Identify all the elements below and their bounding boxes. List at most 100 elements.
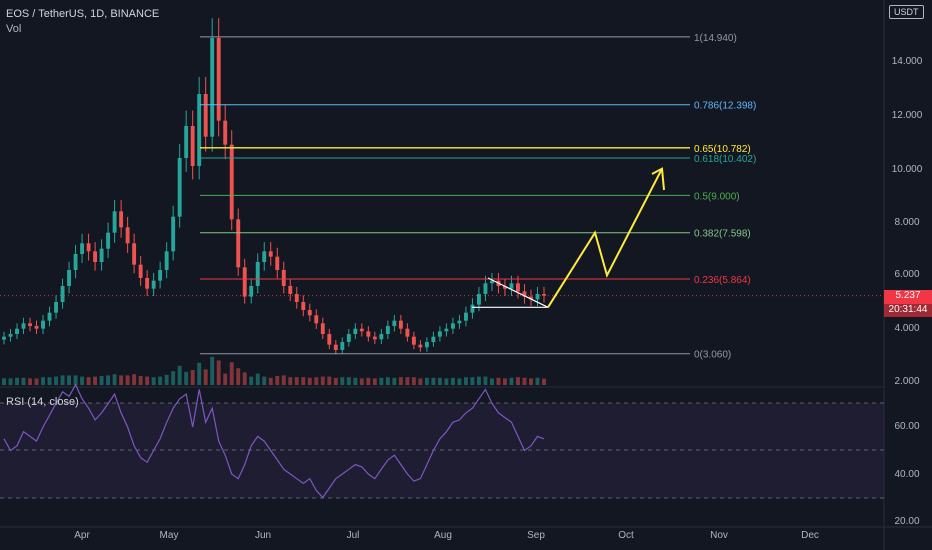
volume-bar xyxy=(476,376,481,385)
volume-bar xyxy=(80,376,85,385)
volume-bar xyxy=(223,373,228,385)
candle-body xyxy=(542,294,546,296)
volume-bar xyxy=(15,377,19,385)
volume-bar xyxy=(379,377,384,385)
candle-body xyxy=(15,328,19,334)
volume-bar xyxy=(268,377,273,385)
candle-body xyxy=(171,216,176,252)
volume-bar xyxy=(398,377,403,385)
x-tick: Jul xyxy=(346,530,360,541)
projection-arrow xyxy=(547,168,663,308)
volume-bar xyxy=(470,377,475,385)
candle-body xyxy=(516,283,520,292)
volume-bar xyxy=(392,377,397,385)
volume-bar xyxy=(275,376,280,385)
volume-bar xyxy=(54,376,58,385)
candle-body xyxy=(320,323,325,334)
candle-body xyxy=(47,312,52,321)
candle-body xyxy=(223,120,228,145)
volume-bar xyxy=(522,377,527,385)
candle-body xyxy=(203,94,208,137)
volume-bar xyxy=(93,376,98,385)
y-tick: 10.000 xyxy=(891,164,923,175)
rsi-band xyxy=(0,403,884,498)
x-tick: Sep xyxy=(527,530,545,541)
volume-bar xyxy=(424,377,429,385)
candle-body xyxy=(262,251,267,262)
candle-body xyxy=(359,328,364,332)
volume-bar xyxy=(535,377,540,385)
volume-bar xyxy=(437,377,442,385)
volume-bar xyxy=(99,376,104,385)
y-tick: 12.000 xyxy=(891,110,923,121)
candle-body xyxy=(307,310,312,316)
candle-body xyxy=(184,126,189,158)
candle-body xyxy=(457,320,462,324)
candle-body xyxy=(21,323,26,329)
x-tick: Oct xyxy=(618,530,634,541)
candle-body xyxy=(411,336,416,345)
currency-button[interactable]: USDT xyxy=(889,5,924,19)
volume-bar xyxy=(125,375,130,385)
volume-label: Vol xyxy=(6,23,22,35)
candle-body xyxy=(275,256,280,270)
volume-bar xyxy=(216,360,221,385)
x-tick: May xyxy=(159,530,179,541)
candle-body xyxy=(346,334,351,342)
y-tick: 8.000 xyxy=(894,217,920,228)
candle-body xyxy=(73,254,78,270)
fib-level-label: 0.65(10.782) xyxy=(694,144,751,155)
fib-level-label: 0.236(5.864) xyxy=(694,275,751,286)
volume-bar xyxy=(431,377,436,385)
volume-bar xyxy=(60,375,65,385)
volume-bar xyxy=(184,371,189,385)
candle-body xyxy=(314,315,319,324)
candle-body xyxy=(2,336,6,340)
volume-bar xyxy=(138,376,143,385)
candle-body xyxy=(28,323,32,326)
y-tick: 6.000 xyxy=(894,269,920,280)
x-tick: Jun xyxy=(254,530,272,541)
volume-bar xyxy=(385,377,390,385)
volume-bar xyxy=(542,378,546,385)
candle-body xyxy=(138,264,143,278)
rsi-y-tick: 40.00 xyxy=(894,469,920,480)
candle-body xyxy=(353,328,358,334)
volume-bar xyxy=(249,376,254,385)
candle-body xyxy=(93,251,98,262)
volume-bar xyxy=(411,377,416,385)
candle-body xyxy=(490,280,494,284)
candle-body xyxy=(470,304,475,313)
candle-body xyxy=(151,280,156,289)
symbol-title: EOS / TetherUS, 1D, BINANCE xyxy=(6,8,160,20)
volume-bar xyxy=(164,374,169,385)
last-price-tag: 5.237 xyxy=(884,290,932,304)
candle-body xyxy=(392,320,397,326)
triangle-pattern xyxy=(472,277,549,308)
volume-bar xyxy=(158,376,163,385)
volume-bar xyxy=(255,373,260,385)
candle-body xyxy=(145,278,150,289)
fib-level-label: 1(14.940) xyxy=(694,33,737,44)
candle-body xyxy=(503,286,507,289)
fib-level-label: 0.382(7.598) xyxy=(694,229,751,240)
rsi-indicator-label: RSI (14, close) xyxy=(6,396,79,408)
candle-body xyxy=(463,312,468,321)
candle-body xyxy=(60,286,65,302)
volume-bar xyxy=(405,377,410,385)
candle-body xyxy=(249,286,254,297)
candle-body xyxy=(229,144,234,220)
candle-body xyxy=(54,302,58,313)
volume-bar xyxy=(418,378,423,385)
volume-bar xyxy=(177,365,182,385)
candle-body xyxy=(535,294,540,300)
volume-bar xyxy=(372,378,377,385)
x-tick: Apr xyxy=(74,530,90,541)
fib-level-label: 0.786(12.398) xyxy=(694,101,756,112)
x-tick: Dec xyxy=(801,530,819,541)
rsi-y-tick: 20.00 xyxy=(894,516,920,527)
volume-bar xyxy=(327,376,332,385)
x-tick: Aug xyxy=(434,530,452,541)
